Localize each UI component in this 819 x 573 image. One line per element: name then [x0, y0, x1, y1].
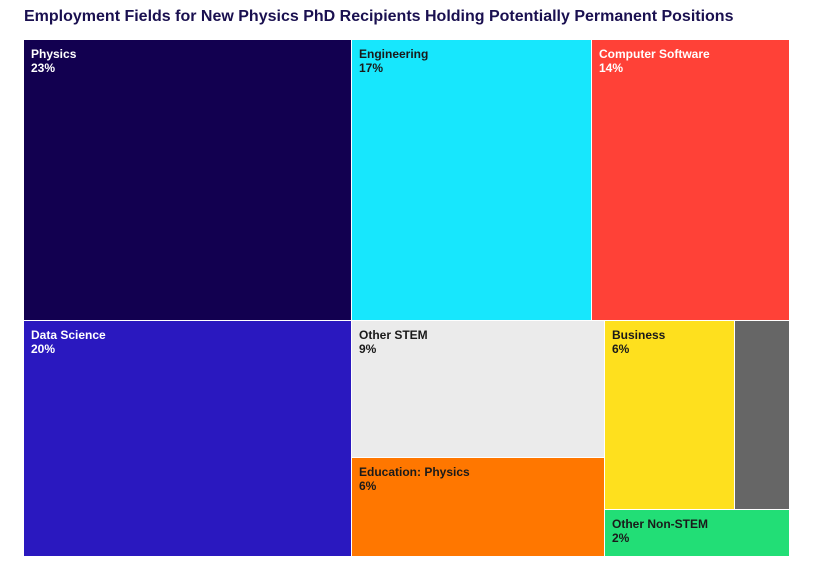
tile-label: Engineering 17%	[359, 47, 428, 75]
tile-engineering[interactable]: Engineering 17%	[352, 40, 592, 321]
tile-value: 17%	[359, 61, 384, 75]
tile-name: Other Non-STEM	[612, 517, 708, 531]
tile-value: 9%	[359, 342, 377, 356]
tile-name: Physics	[31, 47, 77, 61]
tile-value: 2%	[612, 531, 630, 545]
tile-label: Other Non-STEM 2%	[612, 517, 708, 545]
tile-name: Engineering	[359, 47, 429, 61]
tile-value: 6%	[359, 479, 377, 493]
tile-label: Physics 23%	[31, 47, 76, 75]
tile-value: 6%	[612, 342, 630, 356]
tile-label: Education: Physics 6%	[359, 465, 470, 493]
tile-data-science[interactable]: Data Science 20%	[24, 321, 352, 557]
chart-title: Employment Fields for New Physics PhD Re…	[24, 8, 734, 25]
tile-label: Other STEM 9%	[359, 328, 428, 356]
tile-label: Business 6%	[612, 328, 665, 356]
tile-value: 14%	[599, 61, 624, 75]
tile-value: 20%	[31, 342, 56, 356]
tile-computer-software[interactable]: Computer Software 14%	[592, 40, 790, 321]
tile-other-non-stem[interactable]: Other Non-STEM 2%	[605, 510, 790, 557]
tile-name: Business	[612, 328, 666, 342]
tile-name: Data Science	[31, 328, 106, 342]
tile-business[interactable]: Business 6%	[605, 321, 735, 510]
tile-label: Data Science 20%	[31, 328, 106, 356]
tile-physics[interactable]: Physics 23%	[24, 40, 352, 321]
tile-name: Education: Physics	[359, 465, 470, 479]
tile-education-physics[interactable]: Education: Physics 6%	[352, 458, 605, 557]
tile-value: 23%	[31, 61, 56, 75]
tile-label: Computer Software 14%	[599, 47, 710, 75]
tile-unlabeled[interactable]	[735, 321, 790, 510]
tile-name: Other STEM	[359, 328, 428, 342]
tile-other-stem[interactable]: Other STEM 9%	[352, 321, 605, 458]
tile-name: Computer Software	[599, 47, 710, 61]
